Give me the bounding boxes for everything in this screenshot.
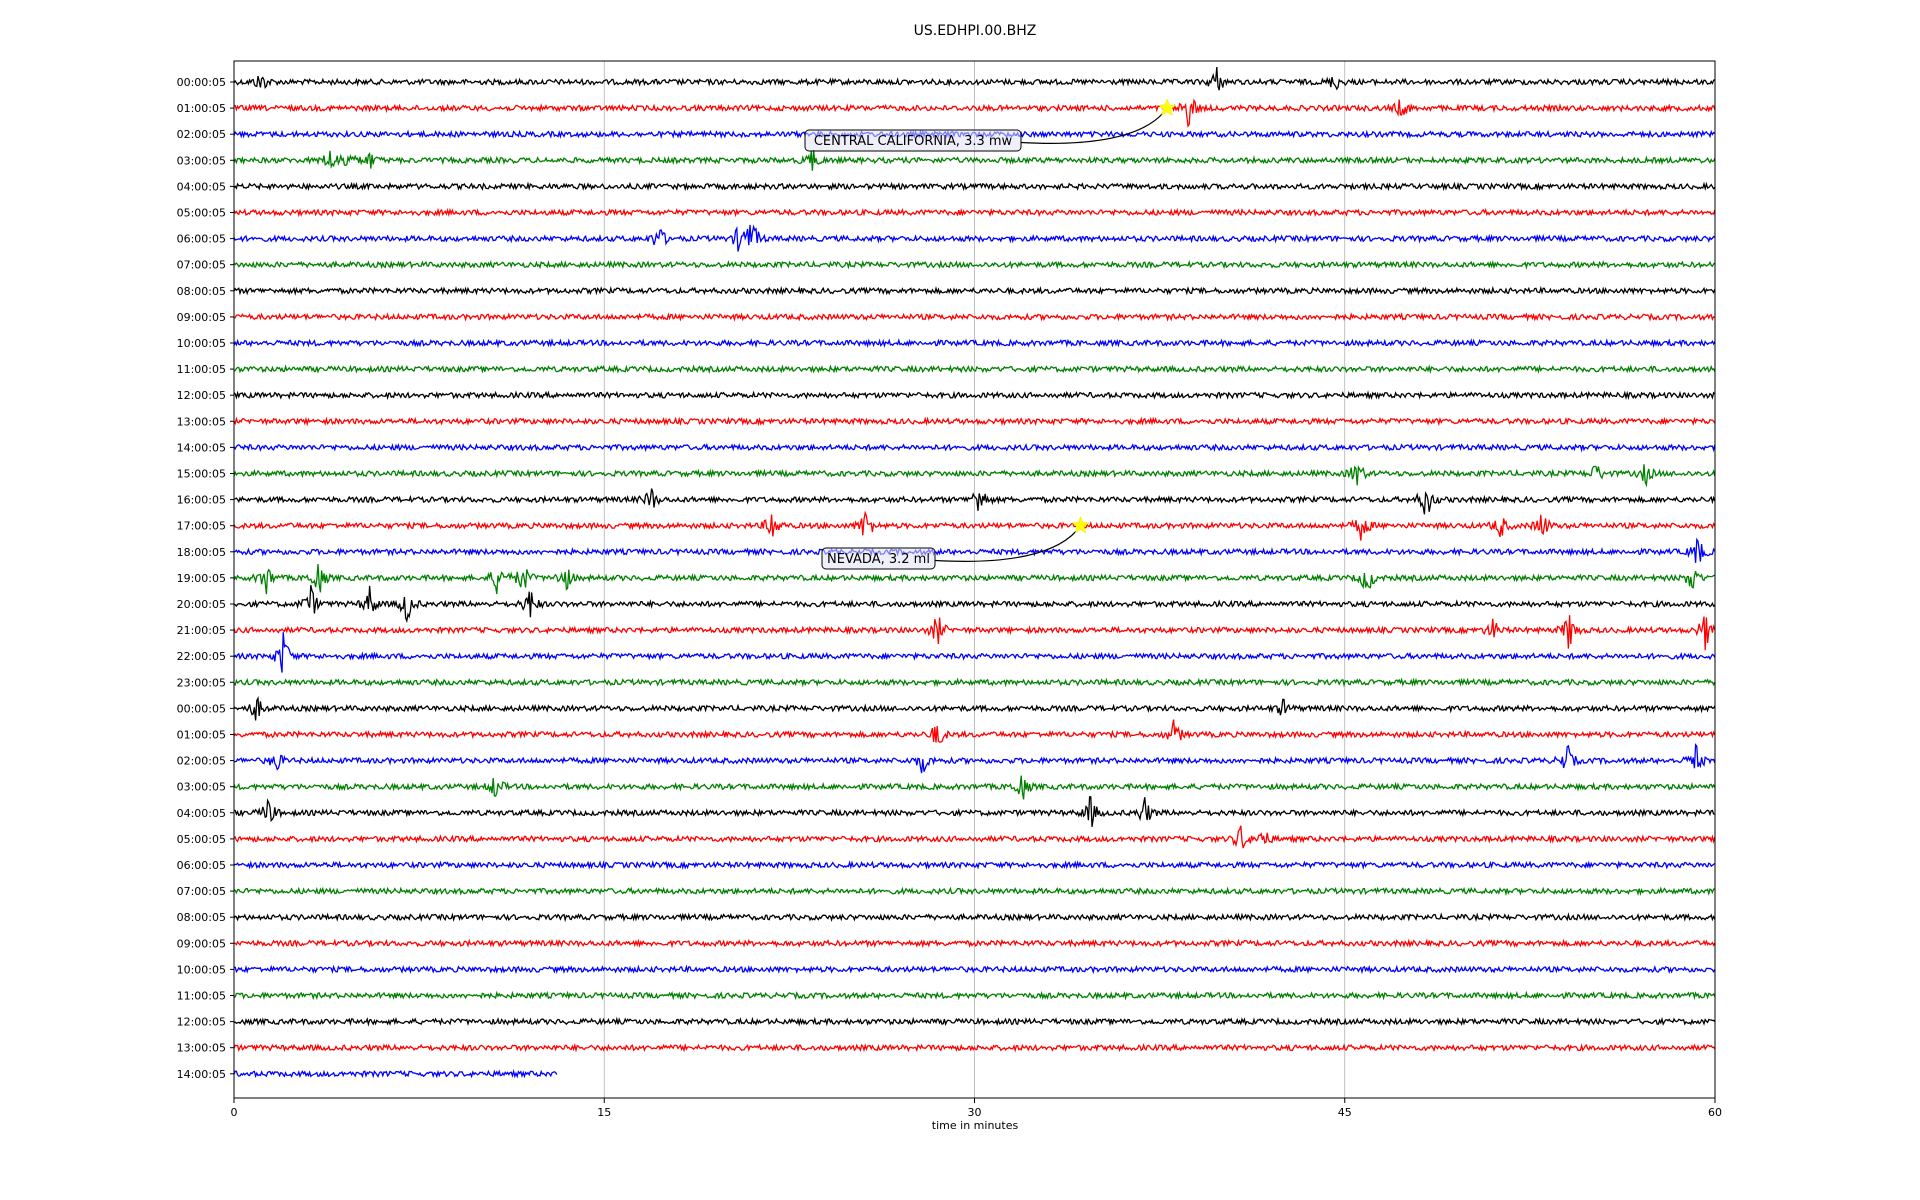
trace-row [233, 510, 1716, 541]
row-time-label: 00:00:05 [177, 76, 226, 89]
row-time-label: 07:00:05 [177, 885, 226, 898]
trace-row [233, 149, 1716, 171]
trace-row [233, 742, 1716, 774]
row-time-label: 08:00:05 [177, 285, 226, 298]
trace-row [233, 416, 1716, 427]
row-time-label: 11:00:05 [177, 363, 226, 376]
trace-row [233, 66, 1716, 91]
row-time-label: 01:00:05 [177, 729, 226, 742]
x-axis-ticks: 0 15 30 45 60 [231, 1098, 1722, 1119]
row-time-label: 19:00:05 [177, 572, 226, 585]
x-axis-label: time in minutes [932, 1119, 1019, 1132]
row-time-label: 05:00:05 [177, 833, 226, 846]
trace-row [233, 537, 1716, 563]
trace-row [233, 990, 1716, 1001]
trace-row [233, 98, 1716, 128]
event-connector [934, 530, 1078, 562]
row-time-label: 14:00:05 [177, 441, 226, 454]
x-tick-label: 30 [968, 1106, 982, 1119]
row-time-label: 09:00:05 [177, 311, 226, 324]
event-star-marker [1157, 98, 1177, 116]
row-time-label: 13:00:05 [177, 1042, 226, 1055]
row-time-label: 10:00:05 [177, 963, 226, 976]
trace-row [233, 677, 1716, 688]
row-time-label: 05:00:05 [177, 207, 226, 220]
row-time-label: 02:00:05 [177, 755, 226, 768]
trace-row [233, 181, 1716, 192]
row-time-label: 04:00:05 [177, 807, 226, 820]
trace-row [233, 695, 1716, 721]
row-time-label: 01:00:05 [177, 102, 226, 115]
row-time-label: 20:00:05 [177, 598, 226, 611]
row-time-label: 06:00:05 [177, 233, 226, 246]
event-star-marker [1071, 515, 1090, 534]
trace-row [233, 860, 1716, 870]
trace-row [233, 632, 1716, 673]
row-time-label: 06:00:05 [177, 859, 226, 872]
event-label-box [821, 547, 936, 570]
trace-row [233, 1042, 1716, 1053]
trace-row [233, 488, 1716, 515]
event-label: CENTRAL CALIFORNIA, 3.3 mw [814, 134, 1013, 149]
row-time-label: 15:00:05 [177, 468, 226, 481]
row-time-label: 23:00:05 [177, 676, 226, 689]
row-time-label: 11:00:05 [177, 990, 226, 1003]
row-time-label: 18:00:05 [177, 546, 226, 559]
event-label: NEVADA, 3.2 ml [827, 552, 930, 567]
row-time-label: 13:00:05 [177, 415, 226, 428]
row-time-label: 08:00:05 [177, 911, 226, 924]
row-time-label: 03:00:05 [177, 781, 226, 794]
trace-row [233, 312, 1715, 322]
trace-row [233, 464, 1716, 488]
x-tick-label: 0 [231, 1106, 238, 1119]
row-time-label: 17:00:05 [177, 520, 226, 533]
row-time-label: 12:00:05 [177, 1016, 226, 1029]
x-tick-label: 60 [1708, 1106, 1722, 1119]
row-time-labels: 00:00:05 01:00:05 02:00:05 03:00:05 04:00:05… [177, 76, 234, 1081]
trace-row [233, 364, 1716, 375]
row-time-label: 22:00:05 [177, 650, 226, 663]
row-time-label: 12:00:05 [177, 389, 226, 402]
event-connector [1020, 112, 1164, 144]
trace-row [233, 719, 1716, 743]
row-time-label: 00:00:05 [177, 702, 226, 715]
event-annotations: CENTRAL CALIFORNIA, 3.3 mw NEVADA, 3.2 ml [804, 98, 1177, 570]
row-time-label: 07:00:05 [177, 259, 226, 272]
row-time-label: 10:00:05 [177, 337, 226, 350]
trace-row [233, 796, 1715, 827]
x-tick-label: 15 [597, 1106, 611, 1119]
seismogram-traces [233, 66, 1716, 1079]
trace-row [233, 442, 1716, 453]
chart-title: US.EDHPI.00.BHZ [914, 23, 1037, 39]
trace-row [233, 912, 1716, 923]
trace-row [233, 390, 1716, 401]
x-tick-label: 45 [1338, 1106, 1352, 1119]
trace-row [233, 938, 1716, 949]
row-time-label: 14:00:05 [177, 1068, 226, 1081]
trace-row [233, 337, 1716, 349]
row-time-label: 03:00:05 [177, 154, 226, 167]
trace-row [233, 259, 1716, 270]
trace-row [233, 285, 1716, 296]
trace-row [233, 825, 1716, 849]
row-time-label: 09:00:05 [177, 937, 226, 950]
row-time-label: 16:00:05 [177, 494, 226, 507]
trace-row [233, 563, 1715, 595]
event-label-box [804, 129, 1022, 152]
trace-row [233, 775, 1716, 800]
trace-row [233, 615, 1716, 651]
trace-row [233, 1068, 558, 1079]
trace-row [233, 1016, 1716, 1027]
trace-row [233, 224, 1716, 252]
trace-row [233, 964, 1716, 975]
trace-row [233, 207, 1716, 218]
row-time-label: 04:00:05 [177, 180, 226, 193]
row-time-label: 02:00:05 [177, 128, 226, 141]
trace-row [233, 584, 1716, 624]
trace-row [233, 886, 1715, 897]
row-time-label: 21:00:05 [177, 624, 226, 637]
